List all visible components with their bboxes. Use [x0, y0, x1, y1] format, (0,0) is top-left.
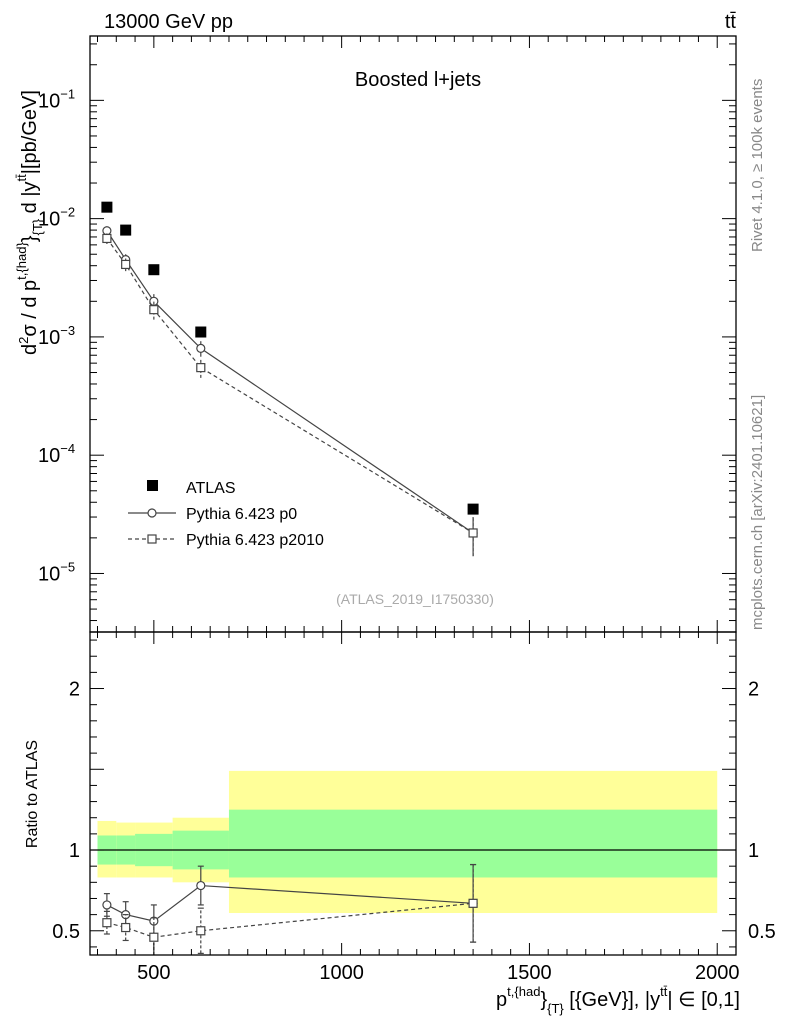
legend-p2010-marker: [147, 534, 157, 544]
legend-p0-marker: [147, 508, 157, 518]
mcplots-label: mcplots.cern.ch [arXiv:2401.10621]: [749, 395, 766, 630]
energy-label: 13000 GeV pp: [104, 11, 233, 33]
main-plot-area: [101, 201, 479, 557]
ratio-y-tick-label: 1: [69, 840, 80, 862]
ratio-y-tick-label-right: 2: [748, 679, 759, 701]
x-axis-title-part: | ∈ [0,1]: [667, 989, 740, 1011]
legend-atlas-label: ATLAS: [186, 480, 236, 497]
mc-ratio-point: [196, 880, 206, 891]
x-tick-label: 1000: [319, 962, 364, 984]
y-tick-base: 10: [38, 445, 60, 467]
x-axis-title: pt,{had}{T} [{GeV}], |ytt̄| ∈ [0,1]: [496, 984, 740, 1016]
process-label: tt̄: [725, 11, 737, 33]
mc-ratio-point: [102, 900, 112, 910]
data-point: [148, 264, 160, 276]
y-tick-label: 10−1: [38, 86, 75, 112]
y-tick-exponent: −2: [60, 205, 75, 220]
x-axis-title-part: [{GeV}], |y: [564, 989, 660, 1011]
y-tick-exponent: −5: [60, 559, 75, 574]
y-axis-title: d2σ / d pt,{had}}{T} d |ytt̄|[pb/GeV]: [14, 90, 45, 355]
y-tick-label: 10−2: [38, 205, 75, 231]
rivet-label: Rivet 4.1.0, ≥ 100k events: [749, 79, 766, 252]
ratio-axis-title: Ratio to ATLAS: [24, 740, 41, 848]
data-point: [195, 326, 207, 338]
ratio-plot-area: [90, 849, 736, 955]
y-axis-title-part: |[pb/GeV]: [19, 90, 41, 174]
legend-atlas-marker: [147, 480, 158, 491]
mc-point: [121, 259, 131, 270]
y-tick-base: 10: [38, 327, 60, 349]
y-axis-title-part: {T}: [30, 218, 45, 235]
y-axis-title-part: d |y: [19, 181, 41, 218]
y-tick-label: 10−4: [38, 441, 75, 467]
y-axis-title-part: }: [19, 235, 41, 242]
analysis-id: (ATLAS_2019_I1750330): [336, 591, 494, 607]
data-point: [467, 503, 479, 515]
x-axis-title-part: tt̄: [660, 984, 668, 999]
mc-point: [149, 305, 159, 315]
y-axis-title-part: 2: [16, 337, 31, 344]
x-axis-title-part: }: [540, 989, 547, 1011]
mc-line: [106, 238, 474, 534]
ratio-bands: [97, 770, 718, 914]
data-point: [101, 201, 113, 213]
x-tick-label: 500: [137, 962, 170, 984]
x-tick-label: 2000: [695, 962, 740, 984]
y-tick-base: 10: [38, 90, 60, 112]
y-axis-title-part: d: [19, 344, 41, 355]
ratio-y-tick-label-right: 0.5: [748, 921, 776, 943]
legend-p2010-label: Pythia 6.423 p2010: [186, 532, 324, 549]
mc-ratio-point: [149, 916, 159, 926]
y-axis-title-part: tt̄: [14, 174, 29, 182]
y-tick-label: 10−3: [38, 323, 75, 349]
mc-ratio-point: [468, 898, 478, 908]
mc-ratio-point: [102, 918, 112, 928]
x-tick-label: 1500: [507, 962, 552, 984]
y-tick-base: 10: [38, 209, 60, 231]
mc-point: [468, 528, 478, 538]
y-axis-title-part: t,{had}: [14, 242, 29, 280]
y-tick-exponent: −1: [60, 86, 75, 101]
mc-point: [196, 343, 206, 353]
ratio-y-tick-label-right: 1: [748, 840, 759, 862]
y-axis-title-part: σ / d p: [19, 280, 41, 337]
legend-p0-label: Pythia 6.423 p0: [186, 506, 297, 523]
ratio-y-tick-label: 2: [69, 679, 80, 701]
mc-point: [102, 233, 112, 244]
y-tick-base: 10: [38, 563, 60, 585]
mc-ratio-point: [149, 932, 159, 942]
x-axis-title-part: {T}: [547, 1001, 564, 1016]
y-tick-exponent: −4: [60, 441, 75, 456]
data-point: [120, 224, 132, 236]
legend: ATLAS Pythia 6.423 p0 Pythia 6.423 p2010: [128, 480, 324, 549]
x-axis-title-part: t,{had: [507, 984, 540, 999]
plot-title: Boosted l+jets: [355, 69, 481, 91]
ratio-frame: [89, 631, 737, 956]
y-tick-label: 10−5: [38, 559, 75, 585]
mc-ratio-point: [121, 922, 131, 933]
ratio-y-tick-label: 0.5: [52, 921, 80, 943]
mc-ratio-point: [196, 926, 206, 936]
mc-line: [106, 230, 474, 534]
mc-point: [196, 363, 206, 373]
y-tick-exponent: −3: [60, 323, 75, 338]
x-axis-title-part: p: [496, 989, 507, 1011]
